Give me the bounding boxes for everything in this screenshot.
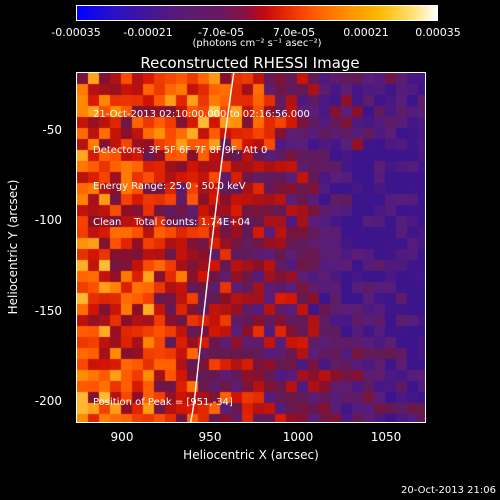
info-total-counts: Clean Total counts: 1.74E+04 bbox=[93, 217, 251, 228]
observation-info: 21-Oct-2013 02:10:00.000 to 02:16:56.000… bbox=[93, 85, 310, 241]
colorbar-tick: -0.00021 bbox=[123, 26, 173, 39]
info-energy-range: Energy Range: 25.0 - 50.0 keV bbox=[93, 181, 246, 192]
x-axis-label: Heliocentric X (arcsec) bbox=[183, 448, 319, 462]
colorbar-tick: 0.00035 bbox=[415, 26, 461, 39]
colorbar-tick: 7.0e-05 bbox=[272, 26, 316, 39]
info-time-range: 21-Oct-2013 02:10:00.000 to 02:16:56.000 bbox=[93, 109, 310, 120]
image-plot bbox=[76, 72, 426, 423]
x-tick-label: 950 bbox=[198, 430, 222, 444]
colorbar-tick: -7.0e-05 bbox=[197, 26, 245, 39]
peak-position-label: Position of Peak = [951,-34] bbox=[93, 397, 233, 408]
y-tick-label: -50 bbox=[42, 123, 62, 137]
plot-title: Reconstructed RHESSI Image bbox=[140, 54, 360, 72]
colorbar-tick: 0.00021 bbox=[343, 26, 389, 39]
rhessi-heatmap bbox=[77, 73, 425, 422]
y-axis-label: Heliocentric Y (arcsec) bbox=[6, 179, 20, 315]
colorbar bbox=[76, 5, 438, 21]
x-tick-label: 1050 bbox=[370, 430, 402, 444]
info-detectors: Detectors: 3F 5F 6F 7F 8F 9F, Att 0 bbox=[93, 145, 268, 156]
y-tick-label: -150 bbox=[34, 304, 62, 318]
colorbar-tick: -0.00035 bbox=[51, 26, 101, 39]
limb-curve bbox=[189, 73, 235, 422]
y-tick-label: -100 bbox=[34, 213, 62, 227]
colorbar-units: (photons cm⁻² s⁻¹ asec⁻²) bbox=[192, 38, 322, 49]
timestamp-footer: 20-Oct-2013 21:06 bbox=[401, 485, 496, 496]
x-tick-label: 900 bbox=[110, 430, 134, 444]
y-tick-label: -200 bbox=[34, 394, 62, 408]
x-tick-label: 1000 bbox=[282, 430, 314, 444]
